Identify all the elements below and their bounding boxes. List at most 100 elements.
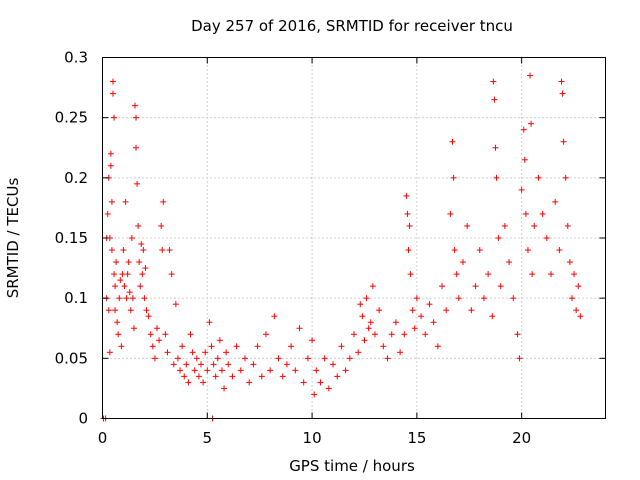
data-point: [158, 222, 165, 229]
data-point: [566, 259, 573, 266]
data-point: [439, 283, 446, 290]
data-point: [170, 361, 177, 368]
data-point: [497, 283, 504, 290]
data-point: [468, 307, 475, 314]
data-point: [283, 361, 290, 368]
data-point: [493, 174, 500, 181]
data-point: [174, 355, 181, 362]
data-point: [271, 313, 278, 320]
data-point: [119, 271, 126, 278]
data-point: [166, 247, 173, 254]
data-point: [304, 355, 311, 362]
data-point: [200, 379, 207, 386]
data-point: [401, 331, 408, 338]
data-point: [206, 319, 213, 326]
data-point: [133, 114, 140, 121]
data-point: [254, 343, 261, 350]
data-point: [413, 295, 420, 302]
data-point: [121, 283, 128, 290]
data-point: [143, 307, 150, 314]
data-point: [116, 295, 123, 302]
data-point: [480, 295, 487, 302]
data-point: [141, 295, 148, 302]
data-point: [108, 247, 115, 254]
data-point: [237, 367, 244, 374]
data-point: [133, 144, 140, 151]
data-point: [485, 271, 492, 278]
data-point: [147, 331, 154, 338]
data-point: [140, 247, 147, 254]
data-point: [159, 247, 166, 254]
data-point: [145, 313, 152, 320]
data-point: [369, 283, 376, 290]
data-point: [558, 78, 565, 85]
data-point: [191, 367, 198, 374]
data-point: [223, 349, 230, 356]
data-point: [108, 198, 115, 205]
data-point: [560, 138, 567, 145]
data-point: [311, 391, 318, 398]
data-point: [193, 355, 200, 362]
data-point: [210, 361, 217, 368]
data-point: [403, 192, 410, 199]
data-point: [187, 331, 194, 338]
data-point: [275, 355, 282, 362]
data-point: [568, 295, 575, 302]
data-point: [162, 331, 169, 338]
data-point: [242, 355, 249, 362]
data-point: [521, 156, 528, 163]
data-point: [361, 337, 368, 344]
x-axis-label: GPS time / hours: [289, 457, 415, 475]
data-point: [476, 247, 483, 254]
data-point: [531, 222, 538, 229]
data-point: [407, 271, 414, 278]
data-point: [552, 198, 559, 205]
data-point: [355, 349, 362, 356]
plot-frame: [102, 57, 606, 419]
data-point: [520, 126, 527, 133]
data-point: [115, 331, 122, 338]
data-point: [459, 259, 466, 266]
data-point: [518, 186, 525, 193]
data-point: [126, 289, 133, 296]
data-point: [406, 222, 413, 229]
data-point: [351, 331, 357, 338]
data-point: [543, 235, 550, 241]
y-tick-label: 0.3: [64, 49, 88, 67]
data-point: [198, 361, 205, 368]
data-point: [564, 222, 571, 229]
data-point: [528, 120, 535, 127]
data-point: [104, 210, 111, 217]
data-point: [492, 144, 499, 151]
data-point: [216, 337, 223, 344]
data-point: [262, 331, 269, 338]
data-point: [128, 235, 135, 241]
data-point: [388, 331, 395, 338]
data-point: [418, 313, 425, 320]
x-tick-label: 20: [512, 429, 531, 447]
data-point: [325, 385, 332, 392]
data-point: [246, 379, 253, 386]
data-point: [367, 319, 374, 326]
data-point: [153, 325, 160, 332]
data-point: [122, 198, 129, 205]
data-point: [575, 283, 582, 290]
data-point: [127, 307, 134, 314]
data-point: [571, 271, 578, 278]
data-point: [397, 349, 404, 356]
data-point: [233, 343, 240, 350]
data-point: [577, 313, 584, 320]
data-point: [510, 295, 517, 302]
data-point: [313, 367, 320, 374]
data-point: [279, 373, 286, 380]
data-point: [129, 295, 136, 302]
data-point: [138, 241, 145, 248]
data-point: [204, 367, 211, 374]
data-point: [363, 295, 370, 302]
data-point: [185, 379, 192, 386]
data-point: [376, 307, 383, 314]
data-point: [321, 355, 328, 362]
data-point: [309, 337, 316, 344]
y-axis-label: SRMTID / TECUs: [4, 178, 22, 299]
data-point: [114, 319, 121, 326]
